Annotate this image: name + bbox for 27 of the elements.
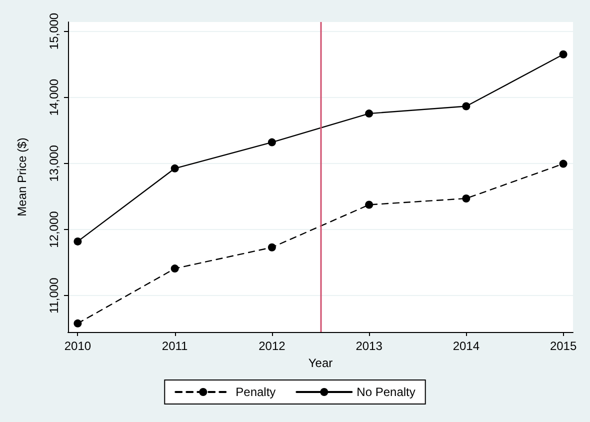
x-tick-label: 2012 bbox=[258, 339, 286, 353]
legend-label: Penalty bbox=[236, 385, 276, 399]
y-tick-label: 15,000 bbox=[47, 12, 61, 50]
y-tick-label: 14,000 bbox=[47, 78, 61, 116]
x-tick-label: 2015 bbox=[550, 339, 577, 353]
point bbox=[462, 102, 470, 110]
point bbox=[365, 200, 374, 209]
point bbox=[74, 319, 82, 328]
y-axis-title: Mean Price ($) bbox=[15, 138, 29, 216]
y-tick-label: 11,000 bbox=[47, 277, 61, 314]
y-tick-label: 12,000 bbox=[47, 210, 61, 248]
point bbox=[559, 160, 568, 168]
x-tick-label: 2011 bbox=[162, 339, 188, 353]
y-tick-label: 13,000 bbox=[47, 144, 61, 182]
x-tick-label: 2014 bbox=[452, 339, 480, 353]
point bbox=[365, 110, 374, 118]
point bbox=[170, 264, 179, 273]
x-axis-title: Year bbox=[308, 356, 333, 370]
point bbox=[170, 164, 179, 172]
point bbox=[462, 194, 470, 202]
x-tick-label: 2013 bbox=[356, 339, 383, 353]
point bbox=[268, 138, 276, 146]
point bbox=[74, 237, 82, 246]
point bbox=[268, 243, 276, 252]
point bbox=[559, 50, 568, 58]
legend-label: No Penalty bbox=[356, 385, 416, 399]
x-tick-label: 2010 bbox=[64, 339, 92, 353]
